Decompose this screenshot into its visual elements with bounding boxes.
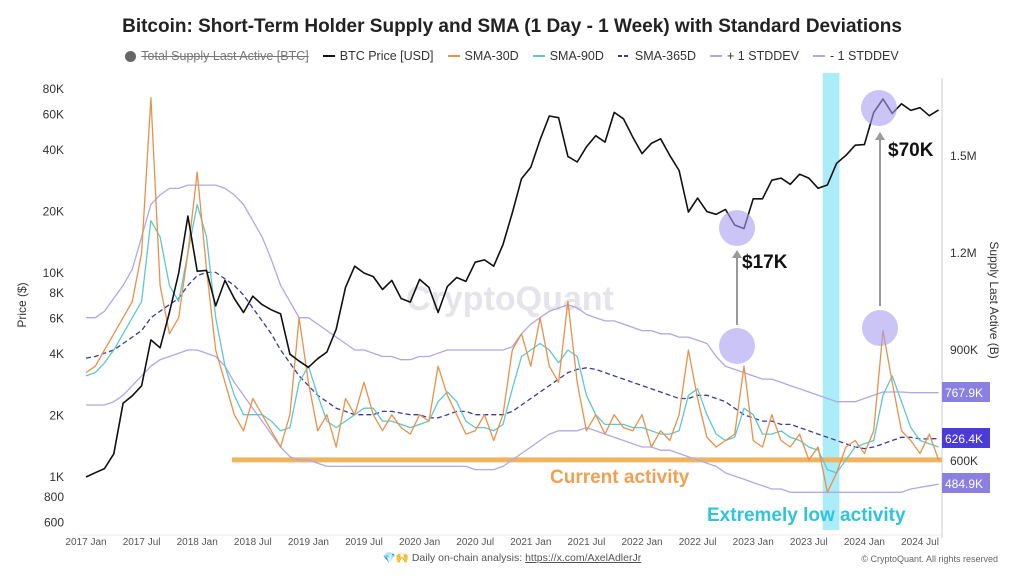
- legend-label: SMA-90D: [549, 49, 604, 63]
- y-left-tick-label: 60K: [43, 107, 64, 121]
- label-current-activity: Current activity: [550, 467, 690, 488]
- x-tick-label: 2018 Jan: [177, 537, 218, 548]
- y-left-tick-label: 10K: [43, 266, 64, 280]
- y-left-tick-label: 80K: [43, 82, 64, 96]
- circle-70k-price: [861, 90, 897, 126]
- legend-swatch: [125, 50, 137, 62]
- legend-swatch: [710, 55, 723, 57]
- series-1-stddev: [86, 184, 939, 403]
- x-tick-label: 2024 Jan: [844, 537, 885, 548]
- last-value-badge-text: 767.9K: [945, 386, 983, 400]
- x-tick-label: 2020 Jan: [399, 537, 440, 548]
- copyright: © CryptoQuant. All rights reserved: [861, 554, 998, 564]
- x-tick-label: 2024 Jul: [901, 537, 939, 548]
- circle-2024-activity: [862, 310, 898, 346]
- legend-item[interactable]: SMA-90D: [532, 49, 604, 63]
- y-left-tick-label: 800: [44, 490, 64, 504]
- x-tick-label: 2023 Jul: [790, 537, 828, 548]
- x-tick-label: 2020 Jul: [456, 537, 494, 548]
- y-right-axis-label: Supply Last Active (B): [987, 241, 1001, 358]
- label-17k: $17K: [742, 252, 788, 273]
- legend-label: BTC Price [USD]: [339, 49, 434, 63]
- x-tick-label: 2023 Jan: [733, 537, 774, 548]
- series-btc-price-usd: [85, 98, 940, 478]
- legend-label: + 1 STDDEV: [727, 49, 799, 63]
- legend-label: Total Supply Last Active [BTC]: [141, 49, 309, 63]
- last-value-badge: [942, 382, 990, 402]
- legend-item[interactable]: Total Supply Last Active [BTC]: [125, 49, 309, 63]
- y-right-tick-label: 900K: [950, 343, 978, 357]
- y-left-tick-label: 20K: [43, 205, 64, 219]
- footer-text: 💎🙌 Daily on-chain analysis:: [382, 552, 526, 564]
- y-left-tick-label: 4K: [49, 347, 64, 361]
- x-tick-label: 2017 Jan: [65, 537, 106, 548]
- chart-title: Bitcoin: Short-Term Holder Supply and SM…: [122, 16, 902, 37]
- legend-item[interactable]: - 1 STDDEV: [812, 49, 899, 63]
- x-tick-label: 2021 Jan: [510, 537, 551, 548]
- low-activity-band: [822, 73, 840, 530]
- x-tick-label: 2022 Jul: [679, 537, 717, 548]
- legend-item[interactable]: SMA-30D: [447, 49, 519, 63]
- x-tick-label: 2019 Jul: [345, 537, 383, 548]
- watermark: CryptoQuant: [406, 280, 614, 318]
- legend-label: SMA-365D: [634, 49, 697, 63]
- x-tick-label: 2022 Jan: [621, 537, 662, 548]
- legend-item[interactable]: BTC Price [USD]: [322, 49, 434, 63]
- x-tick-label: 2017 Jul: [123, 537, 161, 548]
- label-low-activity: Extremely low activity: [707, 505, 906, 526]
- series-sma-365d: [85, 271, 939, 450]
- y-left-tick-label: 600: [44, 515, 64, 529]
- legend-swatch: [617, 55, 630, 57]
- circle-17k-price: [719, 210, 755, 246]
- last-value-badge-text: 626.4K: [945, 432, 983, 446]
- legend-swatch: [322, 55, 335, 57]
- legend-label: SMA-30D: [464, 49, 519, 63]
- legend-swatch: [532, 55, 545, 57]
- y-right-tick-label: 1.5M: [950, 149, 977, 163]
- circle-2022-activity: [719, 328, 755, 364]
- last-value-badge: [942, 428, 990, 448]
- y-left-tick-label: 1K: [49, 470, 64, 484]
- label-70k: $70K: [888, 140, 934, 161]
- y-left-tick-label: 6K: [49, 311, 64, 325]
- legend-item[interactable]: SMA-365D: [617, 49, 697, 63]
- legend: Total Supply Last Active [BTC] BTC Price …: [0, 49, 1024, 63]
- x-tick-label: 2021 Jul: [568, 537, 606, 548]
- y-left-tick-label: 2K: [49, 409, 64, 423]
- y-left-tick-label: 40K: [43, 143, 64, 157]
- series-1-stddev: [86, 349, 939, 493]
- legend-swatch: [447, 55, 460, 57]
- series-sma-30d: [85, 97, 940, 493]
- arrow-up-17k-head: [732, 250, 742, 258]
- legend-item[interactable]: + 1 STDDEV: [710, 49, 799, 63]
- x-tick-label: 2018 Jul: [234, 537, 272, 548]
- last-value-badge: [942, 473, 990, 493]
- y-left-tick-label: 8K: [49, 286, 64, 300]
- legend-label: - 1 STDDEV: [829, 49, 899, 63]
- y-right-tick-label: 1.2M: [950, 246, 977, 260]
- x-tick-label: 2019 Jan: [288, 537, 329, 548]
- footer-link[interactable]: https://x.com/AxelAdlerJr: [525, 552, 642, 564]
- y-right-tick-label: 600K: [950, 454, 978, 468]
- legend-swatch: [812, 55, 825, 57]
- footer: 💎🙌 Daily on-chain analysis: https://x.co…: [0, 551, 1024, 564]
- arrow-up-70k-head: [875, 132, 885, 140]
- last-value-badge-text: 484.9K: [945, 477, 983, 491]
- y-left-axis-label: Price ($): [15, 282, 29, 327]
